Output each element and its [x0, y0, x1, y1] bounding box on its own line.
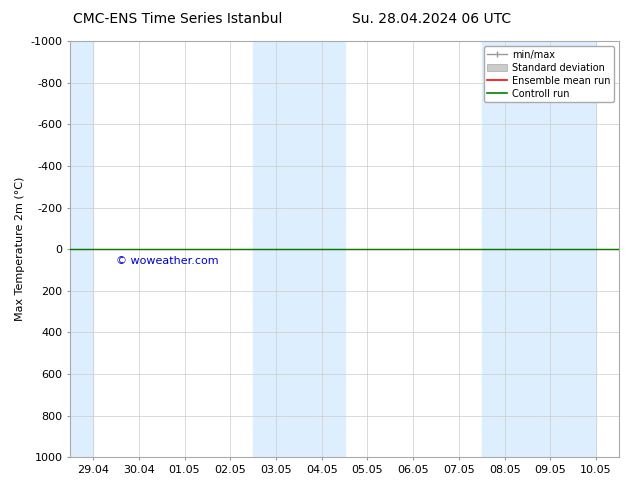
Y-axis label: Max Temperature 2m (°C): Max Temperature 2m (°C): [15, 177, 25, 321]
Bar: [482, 41, 596, 457]
Bar: [253, 41, 345, 457]
Bar: [70, 41, 93, 457]
Text: CMC-ENS Time Series Istanbul: CMC-ENS Time Series Istanbul: [73, 12, 282, 26]
Text: © woweather.com: © woweather.com: [116, 256, 219, 267]
Legend: min/max, Standard deviation, Ensemble mean run, Controll run: min/max, Standard deviation, Ensemble me…: [484, 46, 614, 102]
Text: Su. 28.04.2024 06 UTC: Su. 28.04.2024 06 UTC: [352, 12, 510, 26]
